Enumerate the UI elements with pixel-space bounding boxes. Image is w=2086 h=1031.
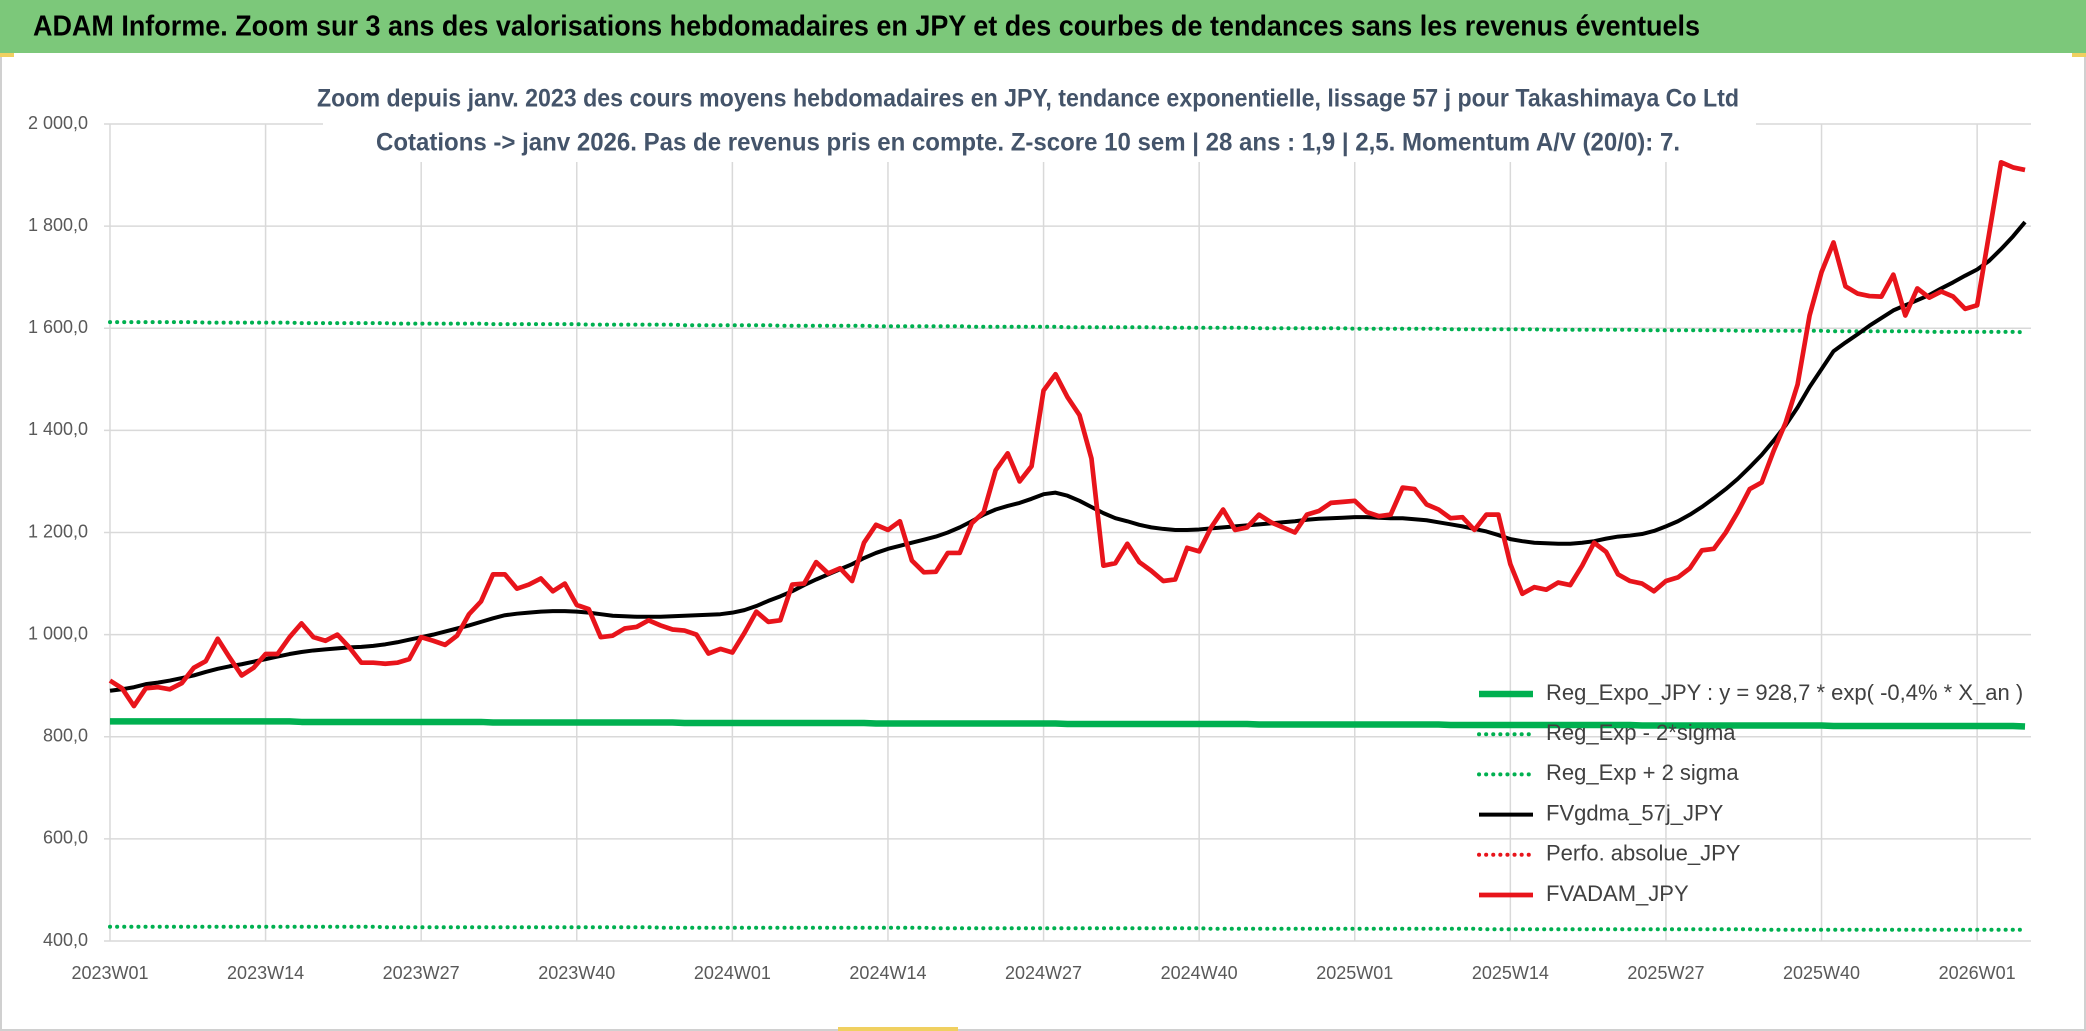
header-band — [0, 0, 2086, 53]
legend-label: FVADAM_JPY — [1546, 881, 1689, 906]
bottom-mark — [838, 1027, 958, 1031]
series-line — [107, 320, 2028, 335]
x-tick-label: 2024W14 — [849, 963, 926, 983]
x-tick-label: 2025W01 — [1316, 963, 1393, 983]
legend-label: Reg_Expo_JPY : y = 928,7 * exp( -0,4% * … — [1546, 680, 2023, 705]
x-tick-label: 2023W14 — [227, 963, 304, 983]
x-tick-label: 2025W27 — [1627, 963, 1704, 983]
legend-label: Reg_Exp - 2*sigma — [1546, 720, 1736, 745]
x-tick-label: 2025W14 — [1472, 963, 1549, 983]
legend-label: Reg_Exp + 2 sigma — [1546, 760, 1739, 785]
y-tick-label: 1 400,0 — [28, 419, 88, 439]
series-line — [109, 220, 2027, 693]
corner-mark — [0, 53, 14, 57]
legend: Reg_Expo_JPY : y = 928,7 * exp( -0,4% * … — [1477, 680, 2023, 906]
legend-label: FVgdma_57j_JPY — [1546, 800, 1724, 825]
x-tick-label: 2025W40 — [1783, 963, 1860, 983]
y-tick-label: 2 000,0 — [28, 113, 88, 133]
y-tick-label: 1 000,0 — [28, 623, 88, 643]
header-title: ADAM Informe. Zoom sur 3 ans des valoris… — [33, 11, 1700, 43]
y-tick-label: 600,0 — [43, 828, 88, 848]
y-tick-label: 400,0 — [43, 930, 88, 950]
x-tick-label: 2023W01 — [71, 963, 148, 983]
x-tick-label: 2023W27 — [383, 963, 460, 983]
series-line — [109, 718, 2026, 730]
x-tick-label: 2026W01 — [1939, 963, 2016, 983]
x-tick-label: 2024W27 — [1005, 963, 1082, 983]
x-tick-label: 2023W40 — [538, 963, 615, 983]
chart-title: Zoom depuis janv. 2023 des cours moyens … — [317, 85, 1739, 113]
y-tick-label: 1 600,0 — [28, 317, 88, 337]
x-tick-label: 2024W01 — [694, 963, 771, 983]
legend-label: Perfo. absolue_JPY — [1546, 841, 1741, 866]
x-tick-label: 2024W40 — [1161, 963, 1238, 983]
series-line — [108, 159, 2026, 709]
corner-mark — [2072, 53, 2086, 57]
chart-subtitle: Cotations -> janv 2026. Pas de revenus p… — [376, 129, 1680, 157]
y-tick-label: 1 800,0 — [28, 215, 88, 235]
y-tick-label: 1 200,0 — [28, 521, 88, 541]
y-tick-label: 800,0 — [43, 726, 88, 746]
series-line — [107, 924, 2028, 932]
title-box — [323, 80, 1756, 162]
